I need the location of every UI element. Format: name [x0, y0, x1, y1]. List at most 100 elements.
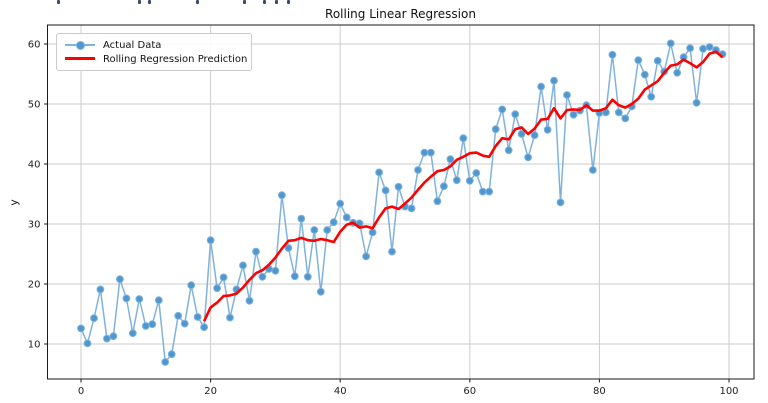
- actual-data-marker: [459, 134, 468, 143]
- actual-data-marker: [200, 323, 209, 332]
- actual-data-marker: [148, 320, 157, 329]
- x-tick-label: 60: [463, 386, 476, 397]
- actual-data-marker: [498, 105, 507, 114]
- actual-data-marker: [187, 281, 196, 290]
- actual-data-marker: [284, 244, 293, 252]
- actual-data-marker: [465, 176, 474, 185]
- actual-data-marker: [673, 68, 682, 77]
- actual-data-marker: [96, 285, 105, 294]
- actual-data-marker: [213, 284, 222, 293]
- actual-data-marker: [530, 131, 539, 140]
- actual-data-marker: [310, 226, 319, 234]
- actual-data-marker: [511, 110, 520, 119]
- actual-data-marker: [589, 166, 597, 174]
- actual-data-marker: [666, 39, 675, 48]
- actual-data-marker: [290, 272, 299, 281]
- y-tick-label: 10: [28, 340, 41, 351]
- actual-data-marker: [647, 92, 656, 101]
- actual-data-marker: [161, 358, 170, 366]
- actual-data-marker: [329, 218, 338, 227]
- legend-item-rolling-regression: Rolling Regression Prediction: [65, 52, 247, 66]
- actual-data-marker: [537, 82, 545, 91]
- actual-data-marker: [504, 146, 513, 155]
- actual-data-marker: [550, 76, 558, 85]
- actual-data-marker: [485, 187, 494, 196]
- text-fragment-mark: [57, 0, 60, 4]
- actual-data-marker: [154, 296, 163, 305]
- actual-data-marker: [446, 155, 455, 164]
- actual-data-marker: [297, 214, 306, 223]
- actual-data-marker: [141, 322, 150, 330]
- actual-data-marker: [342, 213, 351, 222]
- actual-data-marker: [563, 91, 571, 99]
- y-tick-label: 60: [28, 40, 41, 51]
- actual-data-marker: [193, 313, 202, 321]
- actual-data-marker: [621, 114, 630, 123]
- actual-data-marker: [440, 182, 448, 191]
- y-tick-label: 50: [28, 100, 41, 111]
- actual-data-marker: [692, 98, 701, 107]
- actual-data-marker: [271, 266, 280, 275]
- x-tick-label: 20: [204, 386, 217, 397]
- x-tick-label: 0: [78, 386, 84, 397]
- actual-data-marker: [368, 228, 377, 237]
- actual-data-marker: [135, 295, 144, 303]
- actual-data-marker: [414, 166, 422, 174]
- actual-data-marker: [103, 334, 111, 343]
- text-fragment-mark: [275, 0, 278, 4]
- legend-label: Rolling Regression Prediction: [103, 53, 248, 65]
- y-tick-label: 40: [28, 160, 41, 171]
- actual-data-marker: [116, 275, 124, 284]
- actual-data-marker: [388, 247, 396, 256]
- actual-data-marker: [239, 261, 247, 270]
- actual-data-marker: [705, 43, 714, 51]
- actual-data-marker: [258, 272, 267, 281]
- text-fragment-mark: [263, 0, 266, 4]
- actual-data-marker: [569, 110, 578, 119]
- actual-data-marker: [323, 226, 332, 234]
- actual-data-marker: [634, 56, 643, 65]
- actual-data-marker: [427, 148, 435, 157]
- legend: Actual Data Rolling Regression Predictio…: [56, 33, 252, 71]
- rolling-regression-line: [202, 50, 724, 322]
- text-fragment-mark: [287, 0, 290, 4]
- actual-data-marker: [303, 272, 312, 281]
- actual-data-marker: [336, 199, 345, 208]
- actual-data-marker: [381, 186, 390, 195]
- text-fragment-mark: [148, 0, 151, 4]
- actual-data-marker: [491, 125, 500, 134]
- x-tick-label: 80: [593, 386, 606, 397]
- actual-data-marker: [452, 176, 461, 185]
- actual-data-marker: [699, 44, 707, 53]
- actual-data-marker: [77, 324, 85, 333]
- y-axis-label: y: [7, 199, 21, 206]
- actual-data-marker: [653, 56, 662, 65]
- actual-data-marker: [180, 319, 189, 328]
- text-fragment-mark: [196, 0, 199, 4]
- cropped-code-line-fragment: [0, 0, 768, 5]
- actual-data-marker: [543, 125, 552, 134]
- x-tick-label: 100: [719, 386, 738, 397]
- actual-data-marker: [407, 204, 416, 213]
- actual-data-marker: [608, 50, 617, 59]
- actual-data-marker: [252, 247, 260, 256]
- y-tick-label: 30: [28, 220, 41, 231]
- blue-line-marker-swatch-icon: [65, 40, 95, 50]
- actual-data-line: [80, 42, 723, 363]
- actual-data-marker: [420, 148, 429, 157]
- actual-data-marker: [316, 287, 325, 296]
- text-fragment-mark: [243, 0, 246, 4]
- axes-frame: [47, 24, 755, 380]
- actual-data-marker: [433, 197, 442, 206]
- actual-data-marker: [122, 294, 131, 303]
- chart-title: Rolling Linear Regression: [325, 7, 476, 21]
- actual-data-marker: [174, 311, 183, 320]
- actual-data-marker: [109, 332, 118, 341]
- red-line-swatch-icon: [65, 54, 95, 64]
- actual-data-marker: [245, 296, 254, 305]
- actual-data-marker: [128, 329, 137, 338]
- actual-data-marker: [167, 350, 176, 359]
- actual-data-marker: [362, 252, 371, 261]
- text-fragment-mark: [138, 0, 141, 4]
